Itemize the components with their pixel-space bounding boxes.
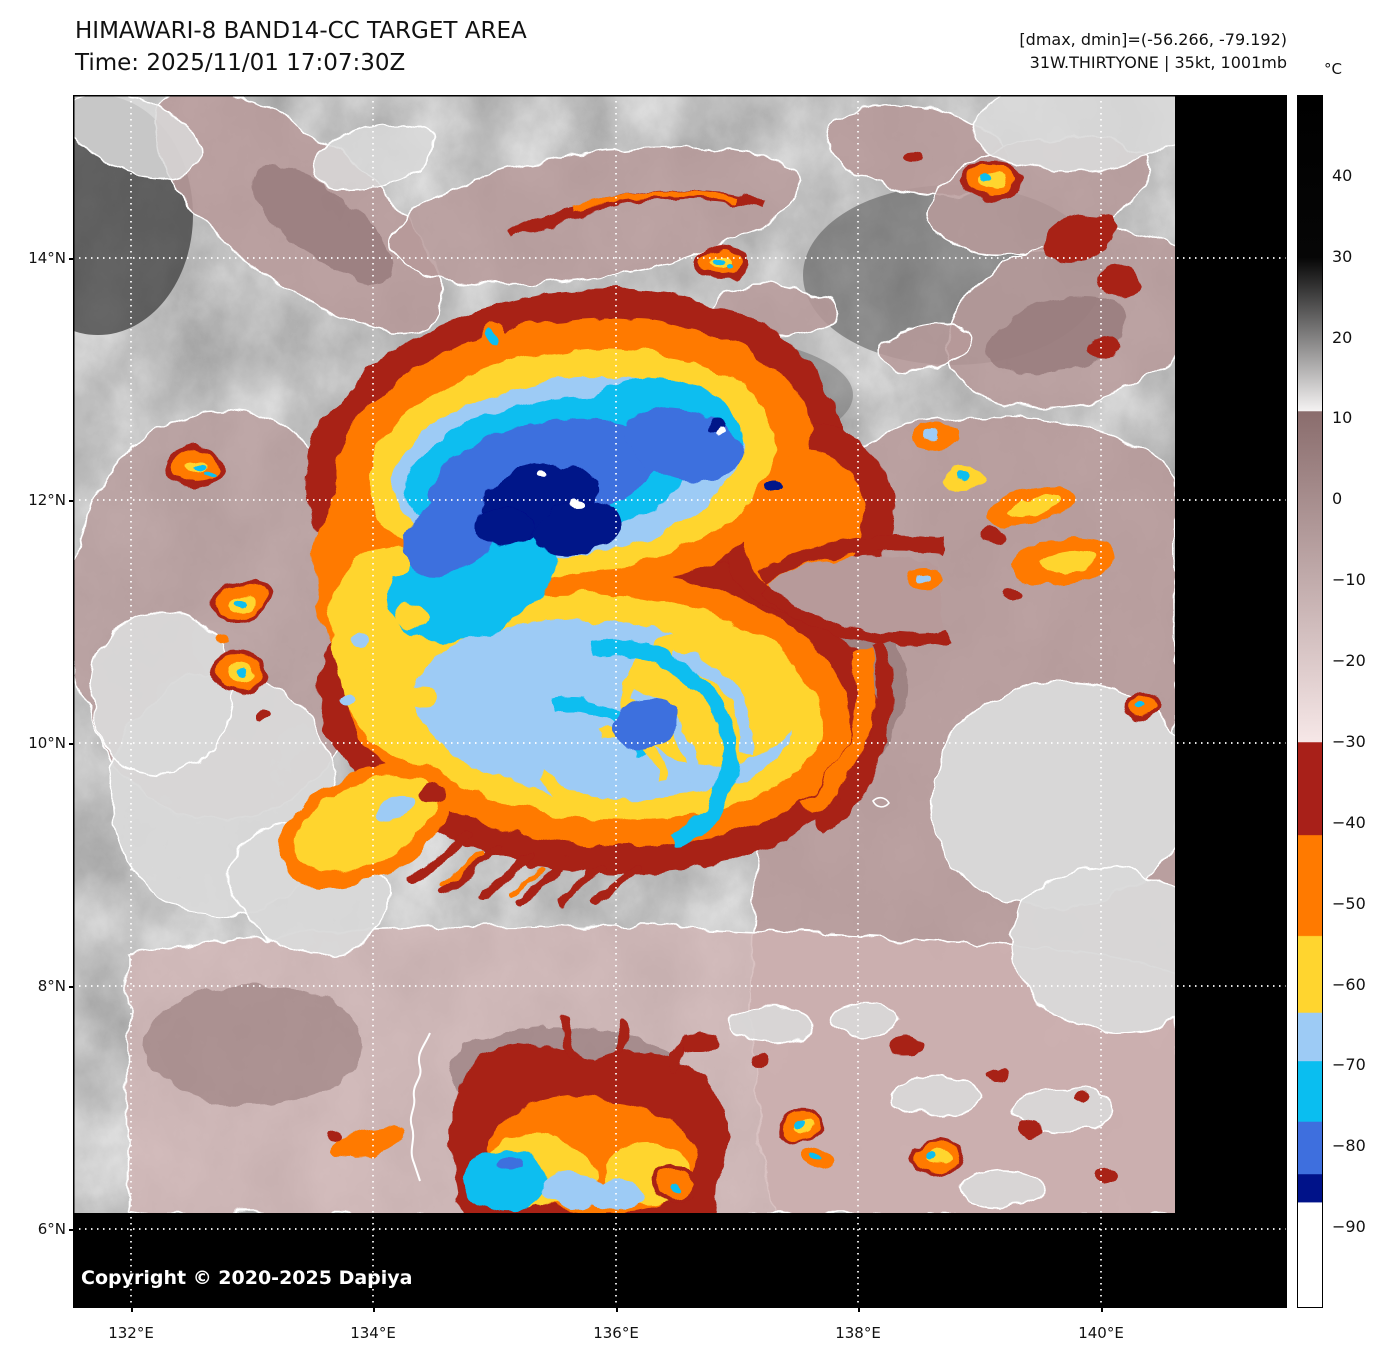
colorbar-tick-label: −10 xyxy=(1332,570,1366,590)
plot-title: HIMAWARI-8 BAND14-CC TARGET AREA xyxy=(75,18,527,44)
x-axis-tick xyxy=(131,1308,133,1312)
map-border xyxy=(73,95,1287,1308)
colorbar-tick-label: −30 xyxy=(1332,731,1366,751)
colorbar-tick-label: 40 xyxy=(1332,165,1353,185)
no-data-strip-bottom xyxy=(73,1213,1287,1308)
colorbar-tick-label: −40 xyxy=(1332,812,1366,832)
no-data-strip-right xyxy=(1175,95,1287,1308)
southwest-band xyxy=(278,764,452,888)
x-axis-tick xyxy=(858,1308,860,1312)
cumulus-clusters xyxy=(73,95,1216,1206)
colorbar-tick-label: 0 xyxy=(1332,489,1343,509)
x-axis-label: 132°E xyxy=(108,1324,154,1342)
x-axis-label: 140°E xyxy=(1078,1324,1124,1342)
colorbar-tick-label: −80 xyxy=(1332,1136,1366,1156)
north-band xyxy=(480,191,765,366)
y-axis-label: 12°N xyxy=(28,491,66,509)
colorbar-tick-label: −50 xyxy=(1332,893,1366,913)
colorbar xyxy=(1297,95,1323,1308)
y-axis-tick xyxy=(69,986,73,988)
latlon-grid xyxy=(73,95,1287,1308)
y-axis-label: 10°N xyxy=(28,734,66,752)
colorbar-tick-label: 10 xyxy=(1332,408,1353,428)
storm-info: 31W.THIRTYONE | 35kt, 1001mb xyxy=(1029,53,1287,72)
y-axis-tick xyxy=(69,500,73,502)
y-axis-tick xyxy=(69,1229,73,1231)
colorbar-tick-label: −70 xyxy=(1332,1055,1366,1075)
storm-cdo xyxy=(278,191,952,907)
colorbar-unit-label: °C xyxy=(1324,60,1342,78)
dry-slot xyxy=(757,536,952,835)
lower-circulation xyxy=(539,625,803,848)
colorbar-tick-label: 20 xyxy=(1332,327,1353,347)
colorbar-tick-label: 30 xyxy=(1332,246,1353,266)
x-axis-label: 136°E xyxy=(593,1324,639,1342)
satellite-image: Copyright © 2020-2025 Dapiya xyxy=(73,95,1287,1308)
dmax-dmin-readout: [dmax, dmin]=(-56.266, -79.192) xyxy=(1019,30,1287,49)
x-axis-tick xyxy=(616,1308,618,1312)
y-axis-label: 8°N xyxy=(37,977,66,995)
satellite-map: Copyright © 2020-2025 Dapiya xyxy=(73,95,1287,1308)
x-axis-label: 138°E xyxy=(835,1324,881,1342)
colorbar-tick-label: −20 xyxy=(1332,651,1366,671)
colorbar-tick-label: −60 xyxy=(1332,974,1366,994)
coastline xyxy=(409,796,890,1182)
colorbar-tick-label: −90 xyxy=(1332,1217,1366,1237)
x-axis-tick xyxy=(1101,1308,1103,1312)
x-axis-tick xyxy=(373,1308,375,1312)
plot-time: Time: 2025/11/01 17:07:30Z xyxy=(75,50,406,76)
y-axis-label: 6°N xyxy=(37,1220,66,1238)
convective-cells xyxy=(165,150,1159,1225)
y-axis-tick xyxy=(69,258,73,260)
y-axis-label: 14°N xyxy=(28,249,66,267)
x-axis-label: 134°E xyxy=(350,1324,396,1342)
copyright-text: Copyright © 2020-2025 Dapiya xyxy=(81,1267,412,1289)
y-axis-tick xyxy=(69,743,73,745)
